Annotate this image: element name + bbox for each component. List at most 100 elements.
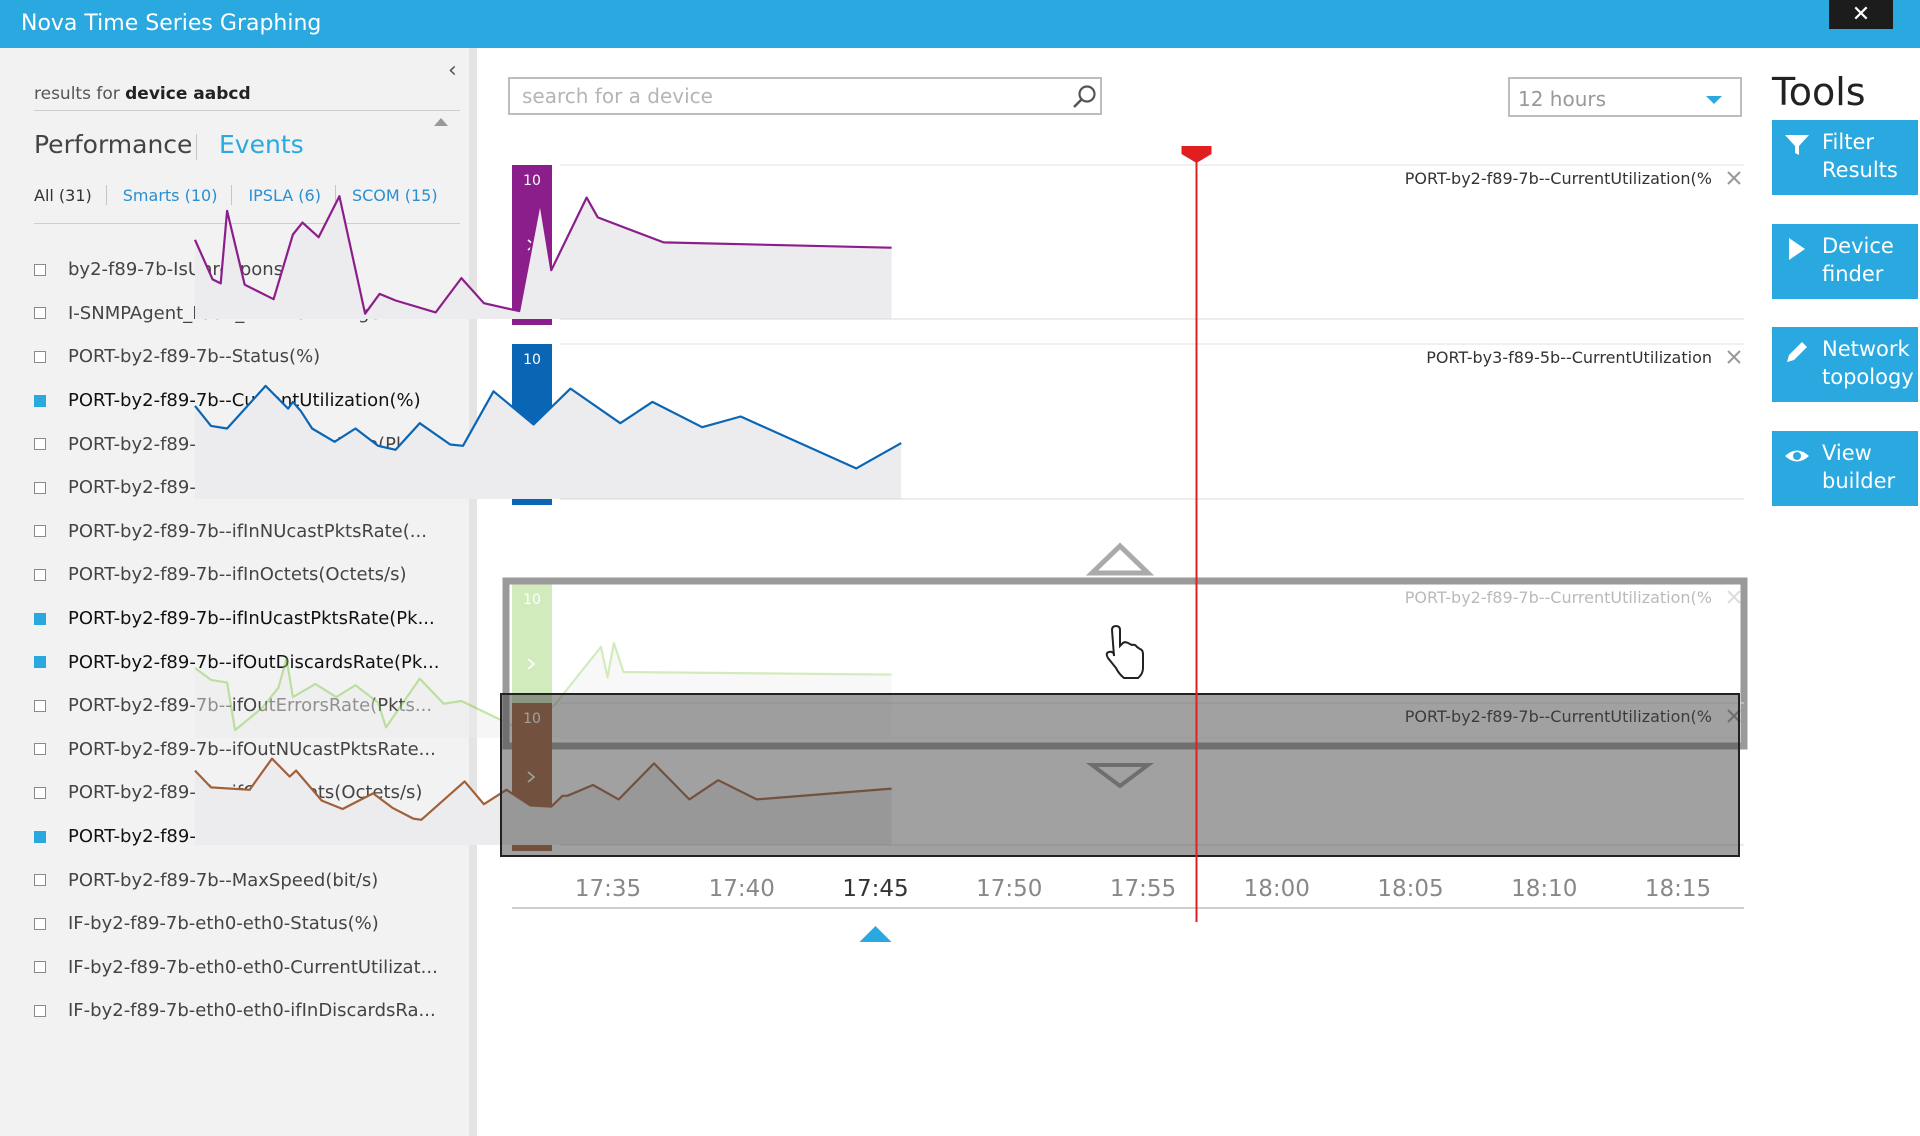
chart-panel[interactable]: 100PORT-by3-f89-5b--CurrentUtilization: [194, 343, 1744, 505]
time-range-value: 12 hours: [1518, 87, 1607, 111]
metric-item[interactable]: PORT-by2-f89-7b--ifOutDiscardsRate(Pk...: [34, 640, 464, 684]
hand-cursor-icon: [1105, 624, 1144, 679]
metric-item[interactable]: PORT-by2-f89-7b--ifInNUcastPktsRate(...: [34, 510, 464, 554]
metric-item[interactable]: PORT-by2-f89-7b--ifInOctets(Octets/s): [34, 553, 464, 597]
metric-item[interactable]: IF-by2-f89-7b-eth0-eth0-ifInDiscardsRa..…: [34, 989, 464, 1033]
x-tick-label: 17:40: [709, 876, 775, 902]
move-up-icon[interactable]: [1085, 542, 1155, 576]
x-tick-label: 17:45: [842, 876, 908, 902]
divider: [34, 110, 460, 111]
x-tick-label: 18:10: [1511, 876, 1577, 902]
metric-label: IF-by2-f89-7b-eth0-eth0-CurrentUtilizat.…: [68, 956, 438, 978]
metric-item[interactable]: IF-by2-f89-7b-eth0-eth0-CurrentUtilizat.…: [34, 946, 464, 990]
checkbox[interactable]: [34, 350, 46, 363]
tools-title: Tools: [1772, 70, 1866, 114]
search-input[interactable]: [520, 83, 1044, 109]
x-tick-label: 17:50: [976, 876, 1042, 902]
play-icon: [1784, 236, 1810, 266]
checkbox[interactable]: [34, 699, 46, 712]
filter-all[interactable]: All (31): [34, 185, 92, 205]
metric-item[interactable]: PORT-by2-f89-7b--ifOutErrorsRate(Pkts...: [34, 684, 464, 728]
series-area: [194, 196, 892, 319]
metric-label: PORT-by2-f89-7b--ifOutNUcastPktsRate...: [68, 738, 436, 760]
pencil-icon: [1784, 339, 1810, 369]
checkbox[interactable]: [34, 786, 46, 799]
remove-chart-icon[interactable]: [1727, 590, 1741, 604]
series-line: [194, 641, 892, 732]
view-builder-button[interactable]: View builder: [1772, 431, 1918, 506]
remove-chart-icon[interactable]: [1727, 171, 1741, 185]
chart-title: PORT-by3-f89-5b--CurrentUtilization: [1426, 348, 1712, 367]
sidebar: ‹ results for device aabcd Performance E…: [0, 48, 477, 1136]
tab-events[interactable]: Events: [219, 130, 304, 159]
metric-item[interactable]: PORT-by2-f89-7b--ifOutNUcastPktsRate...: [34, 728, 464, 772]
metric-item[interactable]: PORT-by2-f89-7b--Status(%): [34, 335, 464, 379]
app-title: Nova Time Series Graphing: [21, 11, 322, 36]
time-marker-icon[interactable]: [859, 926, 892, 942]
metric-label: IF-by2-f89-7b-eth0-eth0-Status(%): [68, 913, 379, 935]
chevron-down-icon: [1706, 96, 1722, 104]
checkbox[interactable]: [34, 874, 46, 887]
metric-item[interactable]: IF-by2-f89-7b-eth0-eth0-Status(%): [34, 902, 464, 946]
chart-title: PORT-by2-f89-7b--CurrentUtilization(%: [1405, 169, 1712, 188]
time-range-select[interactable]: 12 hours: [1508, 77, 1742, 117]
search-icon[interactable]: [1070, 83, 1100, 117]
tool-label: Network topology: [1822, 337, 1914, 389]
metric-label: PORT-by2-f89-7b--CurrentUtilization(%): [68, 390, 421, 412]
series-line: [194, 384, 902, 470]
collapse-sidebar-icon[interactable]: ‹: [448, 58, 457, 83]
x-tick-label: 18:05: [1377, 876, 1443, 902]
y-max-label: 10: [523, 592, 541, 608]
filter-icon: [1784, 132, 1810, 162]
tool-label: View builder: [1822, 441, 1896, 493]
remove-chart-icon[interactable]: [1727, 350, 1741, 364]
tab-performance[interactable]: Performance: [34, 130, 193, 159]
metric-item[interactable]: PORT-by2-f89-7b--MaxSpeed(bit/s): [34, 858, 464, 902]
chart-title: PORT-by2-f89-7b--CurrentUtilization(%: [1405, 588, 1712, 607]
filter-results-button[interactable]: Filter Results: [1772, 120, 1918, 195]
x-tick-label: 18:00: [1244, 876, 1310, 902]
checkbox[interactable]: [34, 568, 46, 581]
scroll-up-icon[interactable]: [434, 118, 448, 126]
checkbox[interactable]: [34, 438, 46, 451]
device-search: [508, 77, 1102, 115]
checkbox[interactable]: [34, 481, 46, 494]
filter-divider: [105, 185, 107, 205]
x-tick-label: 17:35: [575, 876, 641, 902]
checkbox-checked[interactable]: [34, 830, 46, 843]
time-cursor-handle[interactable]: [1181, 146, 1212, 163]
series-line: [193, 195, 892, 315]
filter-smarts[interactable]: Smarts (10): [122, 185, 218, 205]
eye-icon: [1784, 443, 1810, 473]
chart-panel[interactable]: 100PORT-by2-f89-7b--CurrentUtilization(%: [193, 164, 1744, 325]
checkbox-checked[interactable]: [34, 612, 46, 625]
metric-label: PORT-by2-f89-7b--ifInUcastPktsRate(Pk...: [68, 608, 435, 630]
checkbox[interactable]: [34, 961, 46, 974]
checkbox-checked[interactable]: [34, 394, 46, 407]
checkbox[interactable]: [34, 917, 46, 930]
x-tick-label: 18:15: [1645, 876, 1711, 902]
checkbox[interactable]: [34, 525, 46, 538]
checkbox[interactable]: [34, 307, 46, 320]
tool-label: Filter Results: [1822, 130, 1898, 182]
checkbox[interactable]: [34, 743, 46, 756]
filter-scom[interactable]: SCOM (15): [351, 185, 438, 205]
metric-label: PORT-by2-f89-7b--ifOutErrorsRate(Pkts...: [68, 695, 433, 717]
series-area: [194, 385, 902, 499]
close-button[interactable]: ✕: [1829, 0, 1893, 29]
source-filters: All (31) Smarts (10) IPSLA (6) SCOM (15): [34, 184, 438, 206]
checkbox[interactable]: [34, 1004, 46, 1017]
metric-label: PORT-by2-f89-7b--ifInNUcastPktsRate(...: [68, 520, 427, 542]
device-finder-button[interactable]: Device finder: [1772, 224, 1918, 299]
y-max-label: 10: [523, 352, 541, 368]
network-topology-button[interactable]: Network topology: [1772, 327, 1918, 402]
metric-item[interactable]: PORT-by2-f89-7b--CurrentUtilization(%): [34, 379, 464, 423]
tool-label: Device finder: [1822, 234, 1894, 286]
metric-item[interactable]: PORT-by2-f89-7b--ifInUcastPktsRate(Pk...: [34, 597, 464, 641]
title-bar: Nova Time Series Graphing ✕: [0, 0, 1920, 48]
checkbox[interactable]: [34, 263, 46, 276]
checkbox-checked[interactable]: [34, 656, 46, 669]
expand-chevron-icon[interactable]: [527, 658, 536, 670]
filter-ipsla[interactable]: IPSLA (6): [248, 185, 321, 205]
